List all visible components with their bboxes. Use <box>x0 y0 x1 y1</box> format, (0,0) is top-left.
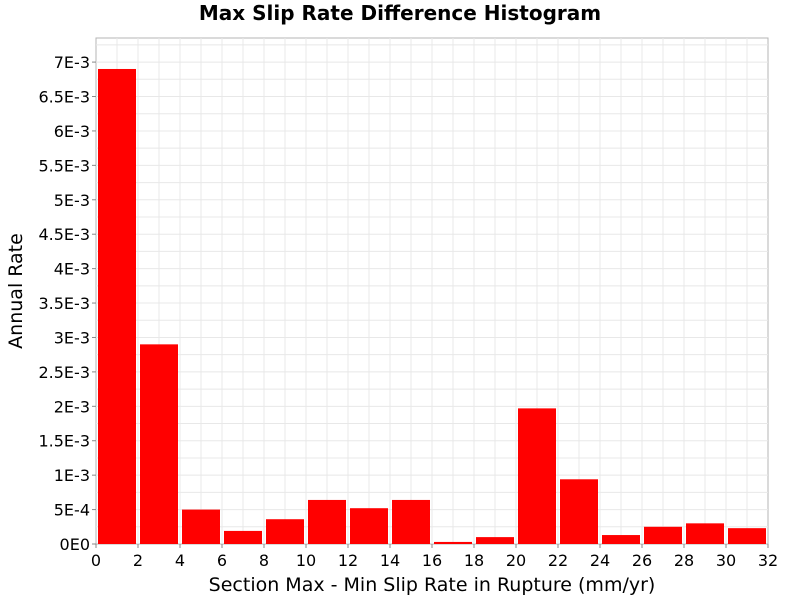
x-tick-label: 4 <box>175 551 185 570</box>
y-tick-label: 2E-3 <box>54 397 90 416</box>
histogram-bar <box>350 508 388 544</box>
histogram-bar <box>308 499 346 544</box>
histogram-bar <box>728 528 766 544</box>
y-tick-label: 4.5E-3 <box>38 225 90 244</box>
x-tick-label: 26 <box>632 551 652 570</box>
histogram-bar <box>392 499 430 544</box>
histogram-bar <box>98 68 136 545</box>
y-tick-label: 1E-3 <box>54 466 90 485</box>
histogram-bar <box>476 537 514 544</box>
histogram-bar <box>560 479 598 544</box>
x-tick-label: 8 <box>259 551 269 570</box>
y-tick-label: 5E-4 <box>54 501 90 520</box>
x-tick-label: 28 <box>674 551 694 570</box>
x-tick-label: 16 <box>422 551 442 570</box>
x-tick-label: 30 <box>716 551 736 570</box>
x-tick-label: 20 <box>506 551 526 570</box>
histogram-bar <box>140 344 178 544</box>
bars <box>98 68 766 545</box>
x-tick-label: 12 <box>338 551 358 570</box>
y-axis-ticks: 0E0 5E-4 1E-3 1.5E-3 2E-3 2.5E-3 3E-3 3.5E-3 4E-… <box>38 53 96 554</box>
histogram-bar <box>602 535 640 544</box>
histogram-bar <box>518 408 556 544</box>
y-tick-label: 2.5E-3 <box>38 363 90 382</box>
y-tick-label: 5E-3 <box>54 191 90 210</box>
y-tick-label: 5.5E-3 <box>38 156 90 175</box>
y-tick-label: 6.5E-3 <box>38 88 90 107</box>
y-axis-label: Annual Rate <box>5 233 27 349</box>
histogram-bar <box>266 519 304 544</box>
histogram-bar <box>644 526 682 544</box>
y-tick-label: 3E-3 <box>54 328 90 347</box>
chart-title: Max Slip Rate Difference Histogram <box>199 1 601 25</box>
x-tick-label: 14 <box>380 551 400 570</box>
x-tick-label: 32 <box>758 551 778 570</box>
x-tick-label: 10 <box>296 551 316 570</box>
x-tick-label: 0 <box>91 551 101 570</box>
histogram-bar <box>182 509 220 544</box>
y-tick-label: 4E-3 <box>54 260 90 279</box>
y-tick-label: 0E0 <box>60 535 90 554</box>
x-axis-ticks: 0 2 4 6 8 10 12 14 16 18 20 22 24 26 28 30 32 <box>91 544 778 570</box>
histogram-bar <box>434 541 472 544</box>
x-tick-label: 22 <box>548 551 568 570</box>
x-axis-label: Section Max - Min Slip Rate in Rupture (… <box>209 574 656 596</box>
x-tick-label: 18 <box>464 551 484 570</box>
histogram-bar <box>224 530 262 544</box>
histogram-bar <box>686 523 724 544</box>
y-tick-label: 3.5E-3 <box>38 294 90 313</box>
x-tick-label: 24 <box>590 551 610 570</box>
x-tick-label: 6 <box>217 551 227 570</box>
y-tick-label: 7E-3 <box>54 53 90 72</box>
x-tick-label: 2 <box>133 551 143 570</box>
y-tick-label: 6E-3 <box>54 122 90 141</box>
y-tick-label: 1.5E-3 <box>38 432 90 451</box>
